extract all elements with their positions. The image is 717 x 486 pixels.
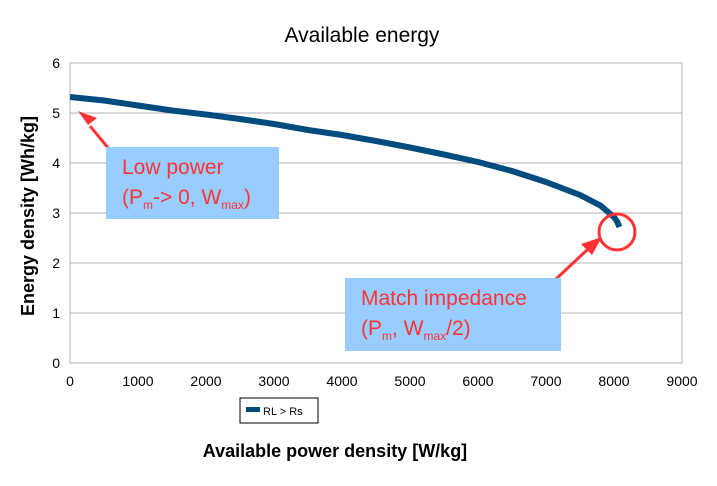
match-impedance-detail: (Pm, Wmax/2) [361, 317, 471, 344]
x-tick-label-7000: 7000 [530, 373, 561, 389]
low-power-callout: Low power (Pm-> 0, Wmax) [106, 147, 279, 219]
match-impedance-arrow [554, 248, 589, 281]
y-tick-label-1: 1 [52, 305, 60, 321]
y-axis-label: Energy density [Wh/kg] [18, 116, 38, 316]
annotation-arrows [78, 111, 637, 281]
low-power-arrowhead [78, 111, 97, 125]
x-axis-ticks: 0 1000 2000 3000 4000 5000 6000 7000 8000 9000 [66, 373, 698, 389]
x-tick-label-1000: 1000 [122, 373, 153, 389]
y-tick-label-4: 4 [52, 155, 60, 171]
y-tick-label-5: 5 [52, 105, 60, 121]
low-power-detail: (Pm-> 0, Wmax) [122, 186, 251, 213]
x-tick-label-4000: 4000 [326, 373, 357, 389]
x-tick-label-5000: 5000 [394, 373, 425, 389]
legend-swatch [246, 407, 260, 412]
plot-area [69, 62, 683, 364]
x-axis-label: Available power density [W/kg] [203, 441, 467, 461]
low-power-arrow [88, 125, 111, 150]
x-tick-label-2000: 2000 [190, 373, 221, 389]
legend-label: RL > Rs [263, 406, 303, 418]
y-tick-label-0: 0 [52, 355, 60, 371]
y-axis-ticks: 0 1 2 3 4 5 6 [52, 55, 60, 371]
match-impedance-title: Match impedance [361, 287, 527, 310]
chart-title: Available energy [285, 24, 440, 47]
x-tick-label-0: 0 [66, 373, 74, 389]
x-tick-label-9000: 9000 [666, 373, 697, 389]
y-tick-label-3: 3 [52, 205, 60, 221]
x-tick-label-3000: 3000 [258, 373, 289, 389]
match-impedance-circle [597, 212, 637, 252]
match-impedance-callout: Match impedance (Pm, Wmax/2) [345, 278, 561, 351]
x-tick-label-8000: 8000 [598, 373, 629, 389]
low-power-title: Low power [122, 156, 224, 179]
match-impedance-arrowhead [581, 237, 602, 255]
y-tick-label-2: 2 [52, 255, 60, 271]
x-tick-label-6000: 6000 [462, 373, 493, 389]
legend: RL > Rs [239, 397, 319, 424]
y-tick-label-6: 6 [52, 55, 60, 71]
series-line-rl-gt-rs [69, 94, 623, 229]
